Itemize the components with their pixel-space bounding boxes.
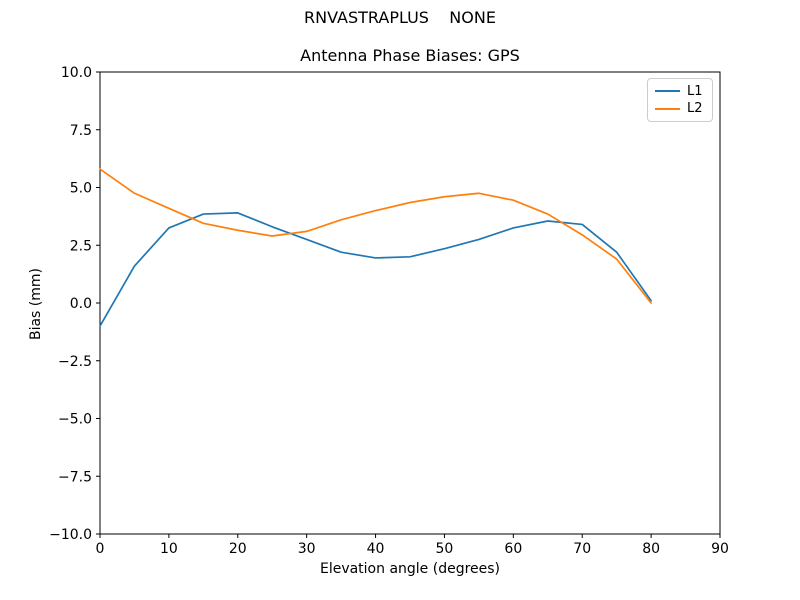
legend-label-l1: L1 (687, 83, 703, 99)
x-tick-label: 70 (573, 541, 591, 557)
legend-entry-l2: L2 (655, 102, 712, 115)
x-tick-label: 80 (642, 541, 660, 557)
figure-suptitle: RNVASTRAPLUS NONE (304, 8, 496, 27)
x-tick-label: 10 (160, 541, 178, 557)
x-axis-label: Elevation angle (degrees) (319, 561, 501, 577)
legend-box: L1 L2 (647, 78, 713, 122)
y-tick-label: −2.5 (58, 354, 92, 370)
y-tick-label: 0.0 (70, 296, 92, 312)
y-tick-label: 5.0 (70, 181, 92, 197)
axes-frame (99, 71, 721, 535)
x-tick-label: 40 (367, 541, 385, 557)
series-line-l1 (99, 212, 652, 327)
legend-line-swatch-l2 (655, 107, 680, 110)
y-axis-label: Bias (mm) (28, 267, 44, 341)
y-tick-label: −5.0 (58, 412, 92, 428)
y-tick-label: 7.5 (70, 123, 92, 139)
legend-entry-l1: L1 (655, 85, 712, 98)
y-tick-label: 2.5 (70, 238, 92, 254)
legend-label-l2: L2 (687, 101, 703, 117)
x-tick-label: 50 (436, 541, 454, 557)
x-tick-label: 30 (298, 541, 316, 557)
axes-title: Antenna Phase Biases: GPS (300, 46, 520, 65)
series-line-l2 (99, 168, 652, 304)
y-tick-label: −10.0 (49, 527, 92, 543)
x-tick-label: 60 (504, 541, 522, 557)
x-tick-label: 20 (229, 541, 247, 557)
y-tick-label: 10.0 (61, 65, 92, 81)
y-tick-label: −7.5 (58, 469, 92, 485)
x-tick-label: 0 (96, 541, 105, 557)
legend-line-swatch-l1 (655, 90, 680, 93)
x-tick-label: 90 (711, 541, 729, 557)
